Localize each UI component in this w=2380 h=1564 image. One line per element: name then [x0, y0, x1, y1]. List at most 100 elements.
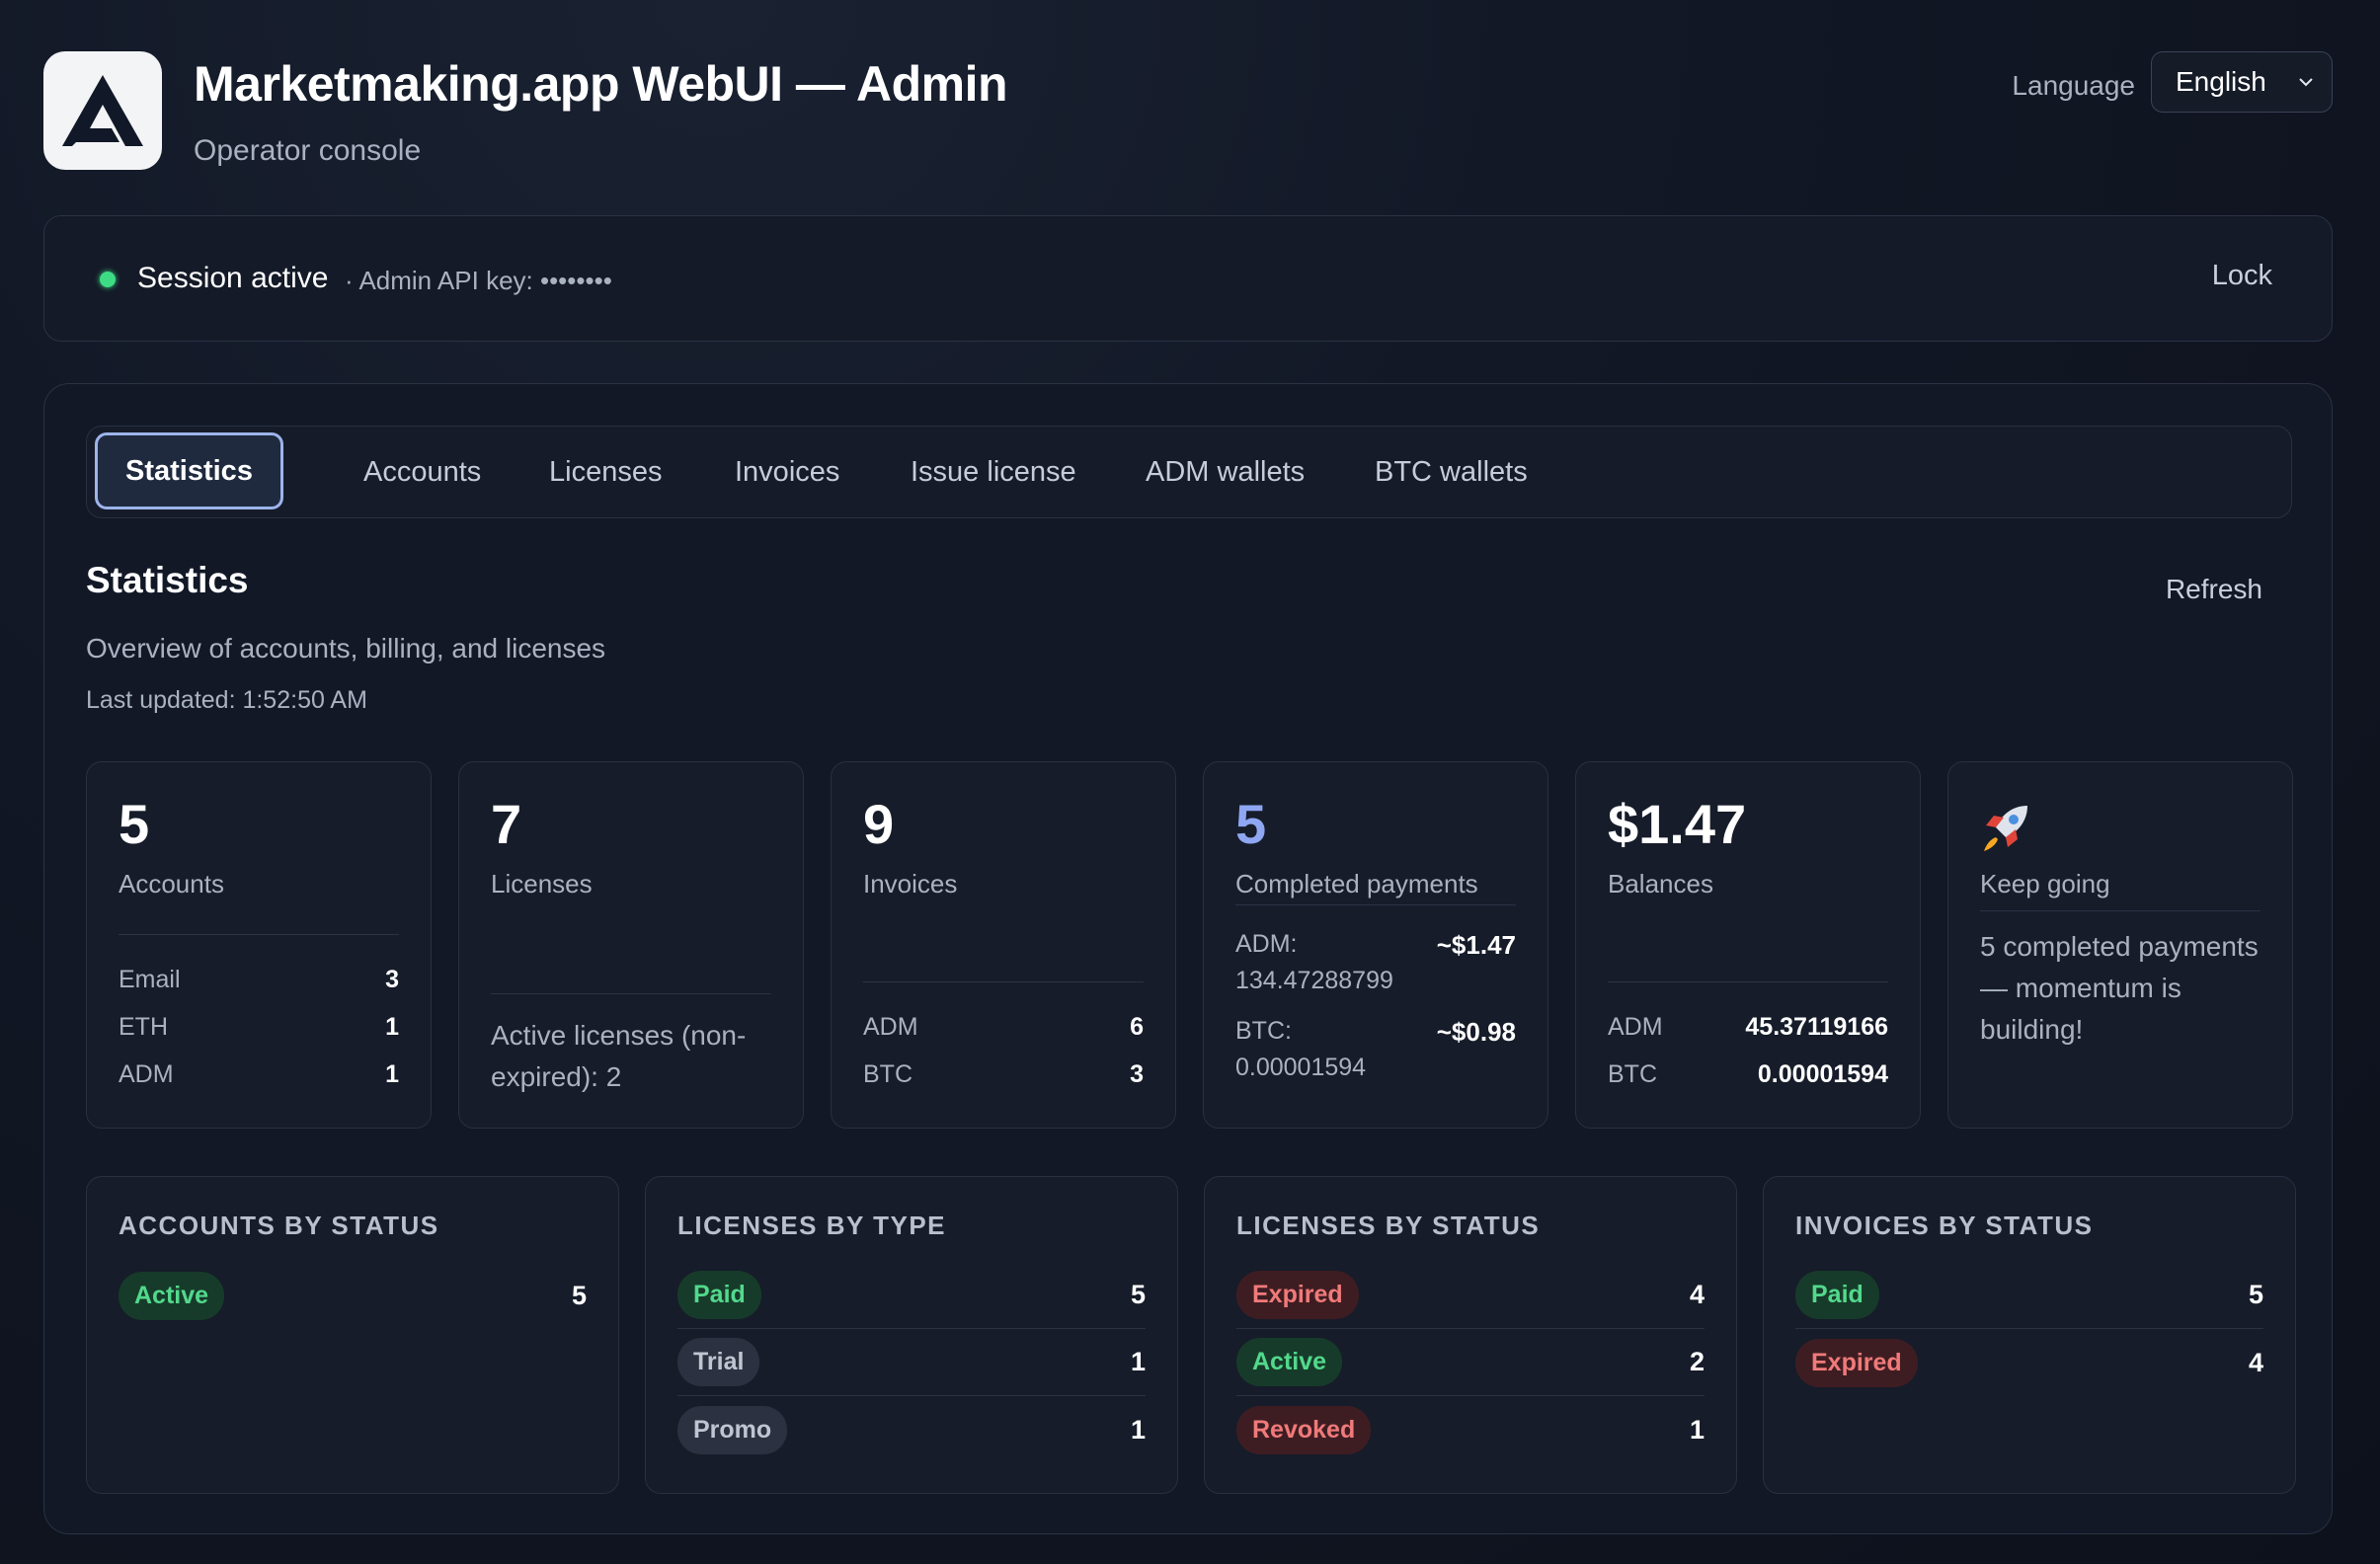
status-badge: Active	[119, 1271, 225, 1320]
tab-bar: Statistics Accounts Licenses Invoices Is…	[86, 426, 2292, 518]
stat-row-value: 0.00001594	[1757, 1060, 1888, 1088]
tab-adm-wallets[interactable]: ADM wallets	[1146, 456, 1306, 488]
stat-value: 9	[863, 793, 895, 855]
accounts-by-status-card: ACCOUNTS BY STATUS Active 5	[86, 1176, 619, 1494]
stat-value: 7	[491, 793, 522, 855]
stat-row-key: ETH	[119, 1013, 168, 1041]
stat-row-value: 3	[385, 966, 399, 993]
breakdown-value: 1	[1689, 1414, 1705, 1445]
breakdown-value: 2	[1689, 1347, 1705, 1376]
stat-row: ADM 45.37119166	[1608, 1013, 1888, 1042]
stat-row: Email 3	[119, 966, 399, 994]
app-title: Marketmaking.app WebUI — Admin	[194, 56, 1008, 112]
stat-label: Licenses	[491, 869, 593, 899]
payment-btc-usd: ~$0.98	[1436, 1017, 1516, 1047]
payment-btc-row: BTC: 0.00001594 ~$0.98	[1235, 1017, 1516, 1082]
stat-card-balances: $1.47 Balances ADM 45.37119166 BTC 0.000…	[1575, 761, 1921, 1129]
breakdown-row: Active 2	[1236, 1329, 1705, 1396]
tab-invoices[interactable]: Invoices	[735, 456, 840, 488]
logo-icon	[62, 75, 143, 146]
app-subtitle: Operator console	[194, 134, 422, 167]
rocket-icon	[1978, 800, 2033, 860]
stat-row-key: Email	[119, 966, 181, 993]
admin-api-key: · Admin API key: ••••••••	[345, 266, 612, 295]
stat-row-key: BTC	[863, 1060, 912, 1088]
divider	[863, 981, 1144, 982]
session-bar: Session active · Admin API key: ••••••••…	[43, 215, 2333, 342]
tab-licenses[interactable]: Licenses	[549, 456, 663, 488]
breakdown-row: Revoked 1	[1236, 1396, 1705, 1463]
section-description: Overview of accounts, billing, and licen…	[86, 633, 606, 664]
tab-accounts[interactable]: Accounts	[363, 456, 482, 488]
stat-card-accounts: 5 Accounts Email 3 ETH 1 ADM 1	[86, 761, 432, 1129]
breakdown-title: ACCOUNTS BY STATUS	[119, 1211, 439, 1240]
licenses-by-status-card: LICENSES BY STATUS Expired 4 Active 2 Re…	[1204, 1176, 1737, 1494]
stat-value: $1.47	[1608, 793, 1747, 855]
stat-row-value: 1	[385, 1060, 399, 1088]
stat-row: ADM 1	[119, 1060, 399, 1089]
main-panel: Statistics Accounts Licenses Invoices Is…	[43, 383, 2333, 1534]
invoices-by-status-card: INVOICES BY STATUS Paid 5 Expired 4	[1763, 1176, 2296, 1494]
breakdown-row: Active 5	[119, 1262, 587, 1329]
payment-adm-row: ADM: 134.47288799 ~$1.47	[1235, 930, 1516, 995]
divider	[1980, 910, 2261, 911]
breakdown-value: 1	[1130, 1347, 1146, 1376]
stat-row-value: 45.37119166	[1745, 1013, 1888, 1041]
stat-row-key: ADM	[863, 1013, 918, 1041]
motivation-label: Keep going	[1980, 869, 2110, 899]
stat-row: BTC 3	[863, 1060, 1144, 1089]
breakdown-value: 5	[571, 1280, 587, 1310]
breakdown-title: LICENSES BY TYPE	[677, 1211, 947, 1240]
language-value: English	[2176, 66, 2266, 97]
section-title: Statistics	[86, 560, 249, 600]
stat-value: 5	[1235, 793, 1267, 855]
language-select[interactable]: English	[2151, 51, 2333, 113]
type-badge: Paid	[677, 1271, 761, 1319]
stat-row: ADM 6	[863, 1013, 1144, 1042]
stat-card-invoices: 9 Invoices ADM 6 BTC 3	[831, 761, 1176, 1129]
payment-adm-label: ADM:	[1235, 930, 1298, 958]
stat-row-key: ADM	[1608, 1013, 1663, 1041]
active-licenses-note: Active licenses (non-expired): 2	[491, 1020, 747, 1092]
chevron-down-icon	[2299, 78, 2313, 87]
payment-btc-label: BTC:	[1235, 1017, 1292, 1045]
stat-row-value: 3	[1130, 1060, 1144, 1088]
breakdown-row: Promo 1	[677, 1396, 1146, 1463]
app-header: Marketmaking.app WebUI — Admin Operator …	[43, 51, 2333, 174]
breakdown-row: Expired 4	[1236, 1262, 1705, 1329]
divider	[1235, 904, 1516, 905]
stat-row: BTC 0.00001594	[1608, 1060, 1888, 1089]
lock-button[interactable]: Lock	[2211, 260, 2272, 291]
breakdown-value: 4	[1689, 1280, 1705, 1309]
tab-statistics[interactable]: Statistics	[95, 432, 283, 509]
divider	[119, 934, 399, 935]
breakdown-value: 1	[1130, 1414, 1146, 1445]
session-status-dot	[100, 272, 116, 287]
payment-adm-usd: ~$1.47	[1436, 930, 1516, 960]
breakdown-value: 4	[2248, 1347, 2263, 1377]
status-badge: Paid	[1795, 1271, 1879, 1319]
breakdown-value: 5	[2248, 1280, 2263, 1309]
stat-card-licenses: 7 Licenses Active licenses (non-expired)…	[458, 761, 804, 1129]
stat-row-value: 6	[1130, 1013, 1144, 1041]
stat-card-payments: 5 Completed payments ADM: 134.47288799 ~…	[1203, 761, 1548, 1129]
stat-label: Completed payments	[1235, 869, 1478, 899]
tab-issue-license[interactable]: Issue license	[911, 456, 1076, 488]
breakdown-row: Paid 5	[677, 1262, 1146, 1329]
stat-card-motivation: Keep going 5 completed payments — moment…	[1947, 761, 2293, 1129]
breakdown-value: 5	[1130, 1280, 1146, 1309]
stat-row-key: ADM	[119, 1060, 174, 1088]
tab-btc-wallets[interactable]: BTC wallets	[1375, 456, 1528, 488]
session-status: Session active	[137, 262, 329, 294]
stat-label: Balances	[1608, 869, 1713, 899]
stat-row-value: 1	[385, 1013, 399, 1041]
status-badge: Revoked	[1236, 1405, 1372, 1454]
divider	[491, 993, 771, 994]
app-logo	[43, 51, 162, 170]
last-updated: Last updated: 1:52:50 AM	[86, 686, 367, 714]
type-badge: Trial	[677, 1338, 760, 1386]
stat-value: 5	[119, 793, 150, 855]
refresh-button[interactable]: Refresh	[2165, 574, 2262, 604]
status-badge: Active	[1236, 1338, 1343, 1386]
stat-row-key: BTC	[1608, 1060, 1657, 1088]
